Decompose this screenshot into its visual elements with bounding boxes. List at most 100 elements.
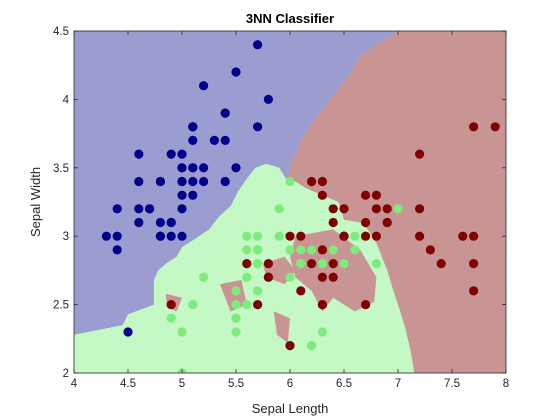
data-point (253, 122, 263, 132)
x-tick-label: 5 (179, 378, 185, 390)
data-point (263, 94, 273, 104)
data-point (296, 259, 306, 269)
data-point (242, 259, 252, 269)
data-point (350, 231, 360, 241)
data-point (134, 176, 144, 187)
data-point (469, 286, 479, 296)
data-point (231, 300, 241, 310)
data-point (155, 231, 165, 241)
data-point (220, 135, 230, 145)
x-tick-label: 8 (503, 378, 509, 390)
x-tick-label: 7.5 (444, 378, 460, 390)
data-point (317, 327, 327, 337)
data-point (317, 259, 327, 269)
data-point (415, 204, 425, 214)
x-tick-label: 4 (71, 378, 78, 390)
decision-regions (74, 31, 506, 373)
data-point (469, 122, 479, 132)
data-point (177, 231, 187, 241)
x-tick-label: 6 (287, 378, 293, 390)
data-point (393, 204, 403, 214)
data-point (101, 231, 111, 241)
data-point (285, 176, 295, 187)
data-point (371, 259, 381, 269)
data-point (307, 341, 317, 351)
data-point (188, 163, 198, 173)
y-tick-label: 2 (63, 368, 69, 380)
data-point (253, 286, 263, 296)
data-point (242, 300, 252, 310)
data-point (317, 245, 327, 255)
data-point (415, 149, 425, 159)
data-point (155, 217, 165, 228)
data-point (177, 190, 187, 200)
x-tick-label: 7 (395, 378, 401, 390)
data-point (307, 259, 317, 269)
data-point (328, 245, 338, 255)
axis-ticks: 4 4.5 5 5.5 6 6.5 7 7.5 8 2 2.5 3 3.5 4 4.5 (53, 26, 509, 390)
data-point (166, 231, 176, 241)
data-point (188, 135, 198, 145)
y-tick-label: 3 (63, 231, 69, 243)
data-point (285, 272, 295, 282)
data-point (242, 231, 252, 241)
data-point (285, 231, 295, 241)
data-points (101, 40, 500, 373)
data-point (177, 204, 187, 214)
y-axis-label: Sepal Width (28, 167, 43, 237)
data-point (436, 259, 446, 269)
region-red (287, 31, 506, 373)
data-point (253, 259, 263, 269)
data-point (382, 217, 392, 228)
data-point (166, 300, 176, 310)
data-point (199, 81, 209, 91)
data-point (263, 259, 273, 269)
data-point (166, 149, 176, 159)
data-point (285, 341, 295, 351)
data-point (490, 122, 500, 132)
data-point (134, 204, 144, 214)
y-tick-label: 4 (63, 94, 70, 106)
data-point (339, 231, 349, 241)
data-point (371, 231, 381, 241)
data-point (188, 176, 198, 187)
data-point (112, 231, 122, 241)
data-point (253, 40, 263, 50)
data-point (155, 176, 165, 187)
data-point (177, 327, 187, 337)
data-point (285, 245, 295, 255)
data-point (134, 149, 144, 159)
data-point (242, 245, 252, 255)
data-point (296, 286, 306, 296)
data-point (253, 245, 263, 255)
data-point (317, 190, 327, 200)
x-axis-label: Sepal Length (252, 401, 329, 416)
y-tick-label: 3.5 (53, 163, 69, 175)
data-point (339, 204, 349, 214)
data-point (469, 231, 479, 241)
data-point (231, 67, 241, 77)
data-point (231, 313, 241, 323)
data-point (231, 163, 241, 173)
data-point (458, 231, 468, 241)
data-point (145, 204, 155, 214)
data-point (382, 204, 392, 214)
data-point (253, 300, 263, 310)
data-point (328, 272, 338, 282)
data-point (253, 231, 263, 241)
data-point (371, 204, 381, 214)
data-point (371, 190, 381, 200)
data-point (188, 122, 198, 132)
data-point (328, 217, 338, 228)
data-point (415, 231, 425, 241)
chart-title: 3NN Classifier (246, 11, 334, 26)
data-point (188, 300, 198, 310)
series-1 (166, 176, 403, 373)
x-tick-label: 4.5 (120, 378, 136, 390)
region-blue (74, 31, 398, 335)
data-point (307, 176, 317, 187)
data-point (177, 149, 187, 159)
data-point (242, 272, 252, 282)
data-point (296, 245, 306, 255)
